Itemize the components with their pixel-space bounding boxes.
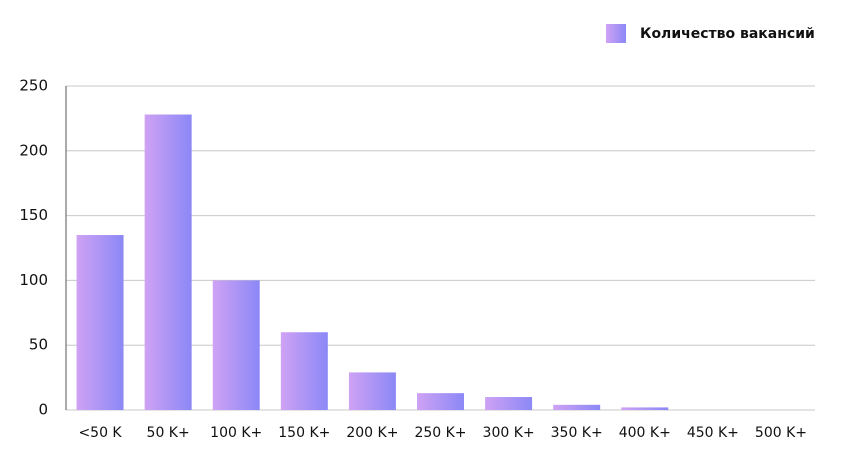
x-tick-label: 300 K+ [483, 425, 535, 441]
bar [144, 114, 192, 411]
x-tick-label: 250 K+ [414, 425, 466, 441]
x-tick-label: 400 K+ [619, 425, 671, 441]
x-tick-label: 50 K+ [147, 425, 190, 441]
x-tick-label: 450 K+ [687, 425, 739, 441]
bar [76, 235, 124, 410]
bar [553, 404, 601, 410]
y-tick-label: 150 [19, 206, 48, 224]
x-tick-label: 500 K+ [755, 425, 807, 441]
y-tick-label: 200 [19, 141, 48, 159]
legend-swatch [606, 24, 626, 43]
y-tick-label: 100 [19, 271, 48, 289]
legend-label: Количество вакансий [640, 26, 815, 42]
x-tick-label: <50 K [78, 425, 122, 441]
y-tick-label: 0 [38, 401, 48, 419]
y-tick-label: 50 [29, 336, 48, 354]
x-tick-label: 350 K+ [551, 425, 603, 441]
bar [417, 393, 464, 410]
y-tick-label: 250 [19, 77, 48, 95]
x-tick-label: 200 K+ [346, 425, 398, 441]
bar [348, 372, 396, 410]
bar [280, 332, 328, 410]
bar [212, 280, 260, 410]
x-tick-label: 100 K+ [210, 425, 262, 441]
x-tick-label: 150 K+ [278, 425, 330, 441]
bar [485, 397, 533, 410]
bar [621, 407, 669, 410]
